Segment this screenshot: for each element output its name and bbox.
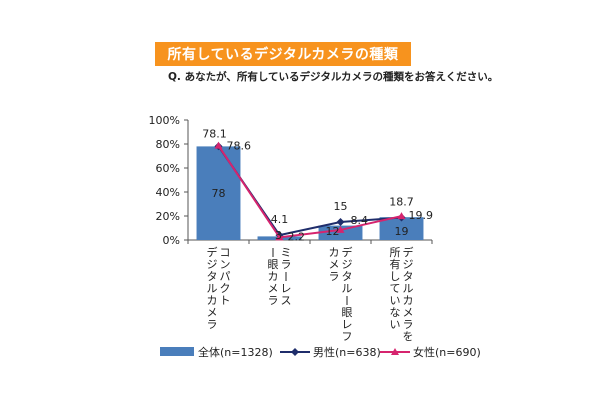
- category-char: て: [390, 282, 401, 295]
- legend-label-male: 男性(n=638): [313, 345, 381, 359]
- category-char: メ: [207, 306, 218, 319]
- y-tick-label: 20%: [156, 210, 180, 223]
- category-char: ミ: [281, 246, 292, 259]
- male-label-3: 18.7: [389, 196, 414, 209]
- chart-axes: 0% 20% 40% 60% 80% 100%: [149, 114, 433, 247]
- category-char: ジ: [403, 258, 414, 271]
- bar-series: [196, 146, 424, 240]
- category-char: ク: [220, 282, 231, 295]
- category-char: フ: [342, 330, 353, 343]
- category-char: ル: [403, 282, 414, 295]
- category-char: ラ: [329, 270, 340, 283]
- category-char: デ: [403, 245, 414, 259]
- category-char: い: [390, 318, 401, 331]
- category-char: タ: [403, 270, 414, 283]
- category-char: ラ: [207, 318, 218, 331]
- y-tick-label: 100%: [149, 114, 180, 127]
- category-char: い: [390, 294, 401, 307]
- bar-label-2: 12: [326, 225, 340, 238]
- female-label-2: 8.4: [351, 214, 369, 227]
- y-tick-label: 40%: [156, 186, 180, 199]
- category-char: ジ: [207, 258, 218, 271]
- category-char: パ: [220, 270, 231, 283]
- male-label-2: 15: [334, 200, 348, 213]
- bar-label-3: 19: [395, 225, 409, 238]
- category-char: レ: [342, 318, 353, 331]
- legend-label-female: 女性(n=690): [413, 345, 481, 359]
- category-char: ル: [207, 282, 218, 295]
- male-label-0: 78.1: [202, 127, 227, 140]
- y-tick-label: 0%: [163, 234, 180, 247]
- female-label-1: 2.2: [288, 230, 306, 243]
- legend-marker-male: [291, 348, 299, 356]
- y-tick-label: 60%: [156, 162, 180, 175]
- category-char: ラ: [281, 258, 292, 271]
- category-char: デ: [207, 245, 218, 259]
- female-point-0: [214, 141, 223, 149]
- data-labels: 78 12 19 3 78.1 4.1 15 18.7 78.6 2.2 8.4 19.9: [202, 127, 433, 243]
- legend-marker-female: [391, 348, 399, 355]
- category-char: タ: [342, 270, 353, 283]
- chart-title: 所有しているデジタルカメラの種類: [155, 42, 411, 66]
- bar-label-1: 3: [275, 229, 282, 242]
- category-char: ラ: [268, 294, 279, 307]
- category-char: 有: [390, 257, 401, 271]
- category-char: メ: [268, 282, 279, 295]
- category-char: ジ: [342, 258, 353, 271]
- category-char: 眼: [342, 306, 353, 319]
- male-label-1: 4.1: [271, 213, 289, 226]
- bar-label-0: 78: [212, 187, 226, 200]
- category-char: ン: [220, 258, 231, 271]
- category-char: し: [390, 270, 401, 283]
- category-char: ト: [220, 294, 231, 307]
- category-char: メ: [329, 258, 340, 271]
- legend-swatch-bar: [160, 347, 194, 356]
- bar-3: [379, 217, 424, 240]
- female-point-1: [275, 233, 284, 241]
- category-char: メ: [403, 306, 414, 319]
- female-point-3: [397, 212, 406, 220]
- line-series-1: [217, 145, 402, 239]
- category-char: コ: [220, 246, 231, 259]
- female-point-2: [336, 225, 345, 233]
- y-tick-label: 80%: [156, 138, 180, 151]
- category-char: 所: [390, 246, 401, 259]
- category-labels: コンパクトデジタルカメラミラレス眼カメラデジタル眼レフカメラデジタルカメラを所有…: [207, 245, 414, 343]
- category-char: カ: [403, 294, 414, 307]
- category-char: タ: [207, 270, 218, 283]
- category-char: カ: [329, 246, 340, 259]
- legend-label-bar: 全体(n=1328): [198, 345, 273, 359]
- category-char: レ: [281, 282, 292, 295]
- category-char: ル: [342, 282, 353, 295]
- line-series: [214, 141, 406, 241]
- bar-0: [196, 146, 241, 240]
- category-char: 眼: [268, 258, 279, 271]
- category-char: デ: [342, 245, 353, 259]
- female-label-3: 19.9: [409, 209, 434, 222]
- category-char: ラ: [403, 318, 414, 331]
- female-label-0: 78.6: [227, 140, 252, 153]
- category-char: ス: [281, 294, 292, 307]
- category-char: な: [390, 306, 401, 319]
- chart-legend: 全体(n=1328) 男性(n=638) 女性(n=690): [160, 345, 481, 359]
- male-point-2: [336, 218, 345, 226]
- category-char: を: [403, 330, 414, 343]
- question-text: Q. あなたが、所有しているデジタルカメラの種類をお答えください。: [168, 71, 499, 83]
- category-char: カ: [268, 270, 279, 283]
- category-char: カ: [207, 294, 218, 307]
